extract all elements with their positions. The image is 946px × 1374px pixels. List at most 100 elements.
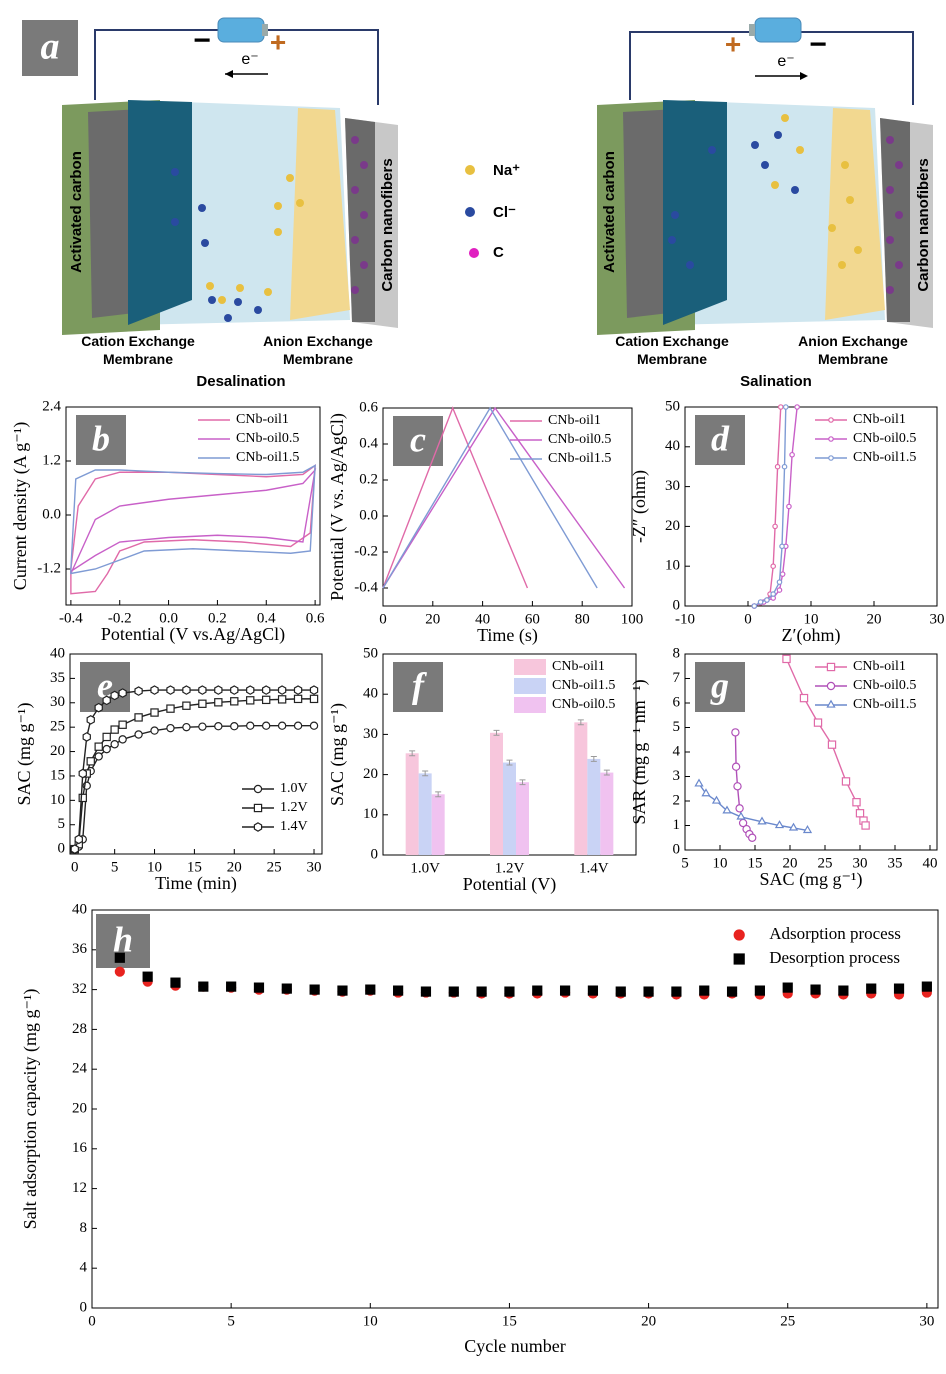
marker <box>309 984 320 995</box>
panel-letter: e <box>97 665 113 705</box>
y-tick-label: 0 <box>673 597 681 613</box>
panel-letter: d <box>711 418 730 458</box>
y-tick-label: 3 <box>673 768 681 784</box>
marker <box>852 798 861 807</box>
marker <box>182 685 191 695</box>
salination-cell <box>597 17 933 335</box>
legend-label: CNb-oil1.5 <box>552 678 615 693</box>
y-axis-label: SAC (mg g⁻¹) <box>327 703 348 806</box>
marker <box>198 685 207 695</box>
marker <box>198 699 207 708</box>
marker <box>866 983 877 994</box>
x-tick-label: 0.0 <box>159 610 178 626</box>
y-tick-label: 5 <box>58 816 66 832</box>
marker <box>736 811 746 820</box>
marker <box>86 757 95 766</box>
marker <box>246 685 255 695</box>
marker <box>182 722 191 732</box>
marker <box>774 820 785 829</box>
marker <box>226 981 237 992</box>
y-tick-label: 0 <box>80 1299 88 1315</box>
y-tick-label: 40 <box>72 901 87 917</box>
x-axis-label: Z′(ohm) <box>782 625 841 646</box>
marker <box>757 599 764 605</box>
legend-label: CNb-oil1 <box>552 659 605 674</box>
x-tick-label: 1.0V <box>410 860 440 876</box>
marker <box>779 543 785 550</box>
marker <box>731 762 741 771</box>
series-line <box>70 464 316 575</box>
marker <box>810 984 821 995</box>
caption: Desalination <box>196 373 285 390</box>
marker <box>253 822 263 832</box>
plot-frame <box>65 406 321 606</box>
error-bar <box>519 779 526 786</box>
marker <box>838 985 849 996</box>
y-tick-label: 0.2 <box>359 471 378 487</box>
x-tick-label: 1.4V <box>579 860 609 876</box>
electrode-label: Activated carbon <box>601 151 618 273</box>
marker <box>214 698 223 707</box>
desalination-cell <box>62 17 398 335</box>
marker <box>365 984 376 995</box>
marker <box>735 804 744 813</box>
marker <box>134 686 143 696</box>
y-tick-label: 8 <box>80 1220 88 1236</box>
marker <box>770 563 777 570</box>
electron-label: e⁻ <box>777 53 794 70</box>
electrode-label: Carbon nanofibers <box>915 158 932 291</box>
marker <box>671 986 682 997</box>
panel-letter: c <box>410 419 426 459</box>
marker <box>150 726 159 735</box>
marker <box>615 986 626 997</box>
y-tick-label: 10 <box>50 792 65 808</box>
x-tick-label: 0 <box>379 611 387 627</box>
bar <box>587 758 601 855</box>
x-tick-label: 10 <box>804 611 819 627</box>
x-tick-label: 30 <box>919 1313 934 1329</box>
marker <box>277 721 287 730</box>
marker <box>170 977 181 988</box>
y-tick-label: 0.0 <box>42 506 61 522</box>
marker <box>253 803 263 813</box>
x-tick-label: 5 <box>111 859 119 875</box>
x-tick-label: 20 <box>425 611 440 627</box>
marker <box>293 685 303 695</box>
marker <box>102 695 111 706</box>
marker <box>559 985 571 996</box>
marker <box>82 732 91 742</box>
y-tick-label: 35 <box>50 670 65 686</box>
y-axis-label: SAC (mg g⁻¹) <box>14 703 35 806</box>
marker <box>277 685 287 695</box>
marker <box>733 929 745 941</box>
x-tick-label: 25 <box>780 1313 795 1329</box>
bar <box>574 722 588 855</box>
marker <box>782 404 789 410</box>
error-bar <box>603 769 610 776</box>
y-tick-label: 7 <box>673 670 681 686</box>
marker <box>94 742 103 751</box>
marker <box>789 451 795 458</box>
x-tick-label: 0 <box>88 1313 96 1329</box>
marker <box>731 728 740 737</box>
marker <box>110 725 119 734</box>
bar <box>418 773 432 855</box>
marker <box>587 985 599 996</box>
marker <box>776 579 783 585</box>
error-bar <box>409 750 416 757</box>
y-tick-label: 30 <box>50 694 65 710</box>
legend-label: CNb-oil1.5 <box>853 450 916 465</box>
legend-label: C <box>493 244 504 261</box>
marker <box>230 697 239 706</box>
y-tick-label: 4 <box>80 1260 88 1276</box>
marker <box>166 685 175 695</box>
legend-swatch <box>514 697 546 713</box>
marker <box>722 805 732 814</box>
panel-letter: b <box>92 418 110 458</box>
marker <box>114 952 125 963</box>
error-bar <box>577 719 584 726</box>
x-tick-label: 15 <box>748 855 763 871</box>
marker <box>142 971 153 982</box>
legend-label: Cl⁻ <box>493 204 516 221</box>
series-line <box>382 406 598 589</box>
